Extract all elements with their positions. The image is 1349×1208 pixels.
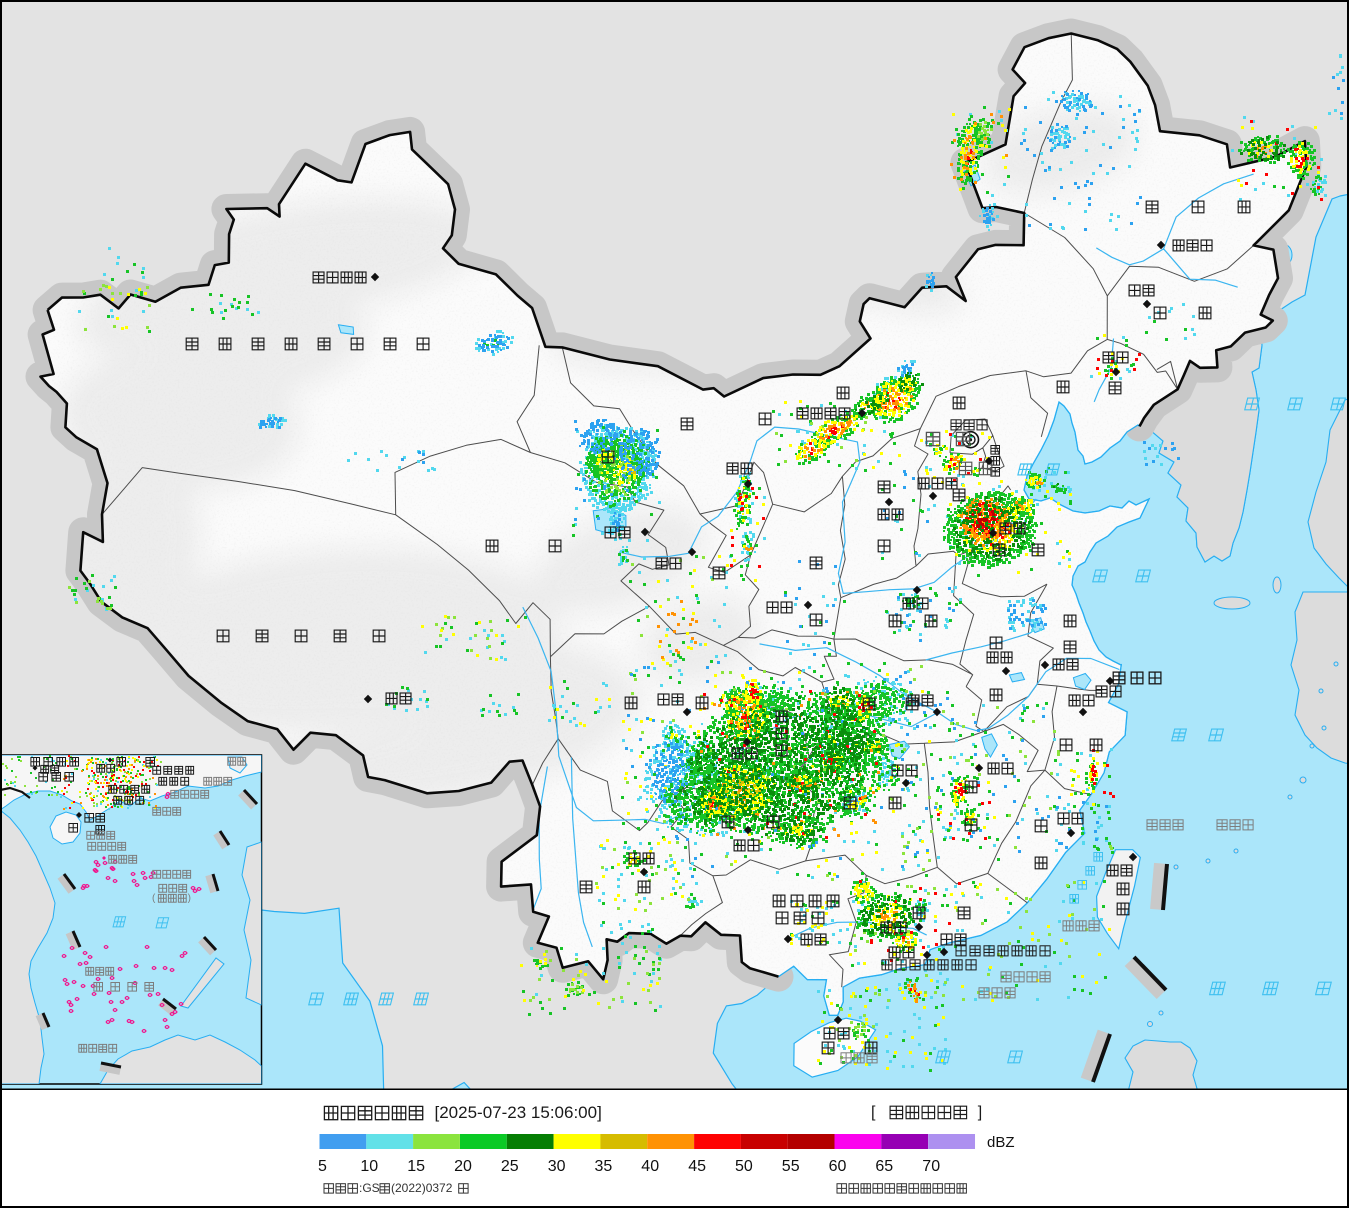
svg-text:45: 45 [688,1158,706,1175]
svg-text:50: 50 [735,1158,753,1175]
svg-text:10: 10 [360,1158,378,1175]
svg-text:[: [ [871,1104,876,1121]
svg-text:dBZ: dBZ [987,1134,1015,1151]
svg-text:(2022)0372: (2022)0372 [391,1181,453,1195]
svg-text:70: 70 [922,1158,940,1175]
svg-text:25: 25 [501,1158,519,1175]
svg-text:35: 35 [595,1158,613,1175]
svg-text:55: 55 [782,1158,800,1175]
svg-text:40: 40 [641,1158,659,1175]
svg-text:65: 65 [875,1158,893,1175]
svg-text:60: 60 [829,1158,847,1175]
svg-text::GS: :GS [359,1181,380,1195]
svg-text:30: 30 [548,1158,566,1175]
svg-text:5: 5 [318,1158,327,1175]
svg-text:(: ( [152,893,156,904]
svg-text:[2025-07-23 15:06:00]: [2025-07-23 15:06:00] [435,1103,602,1122]
svg-text:]: ] [978,1104,982,1121]
svg-text:20: 20 [454,1158,472,1175]
svg-text:): ) [188,893,191,904]
svg-text:15: 15 [407,1158,425,1175]
